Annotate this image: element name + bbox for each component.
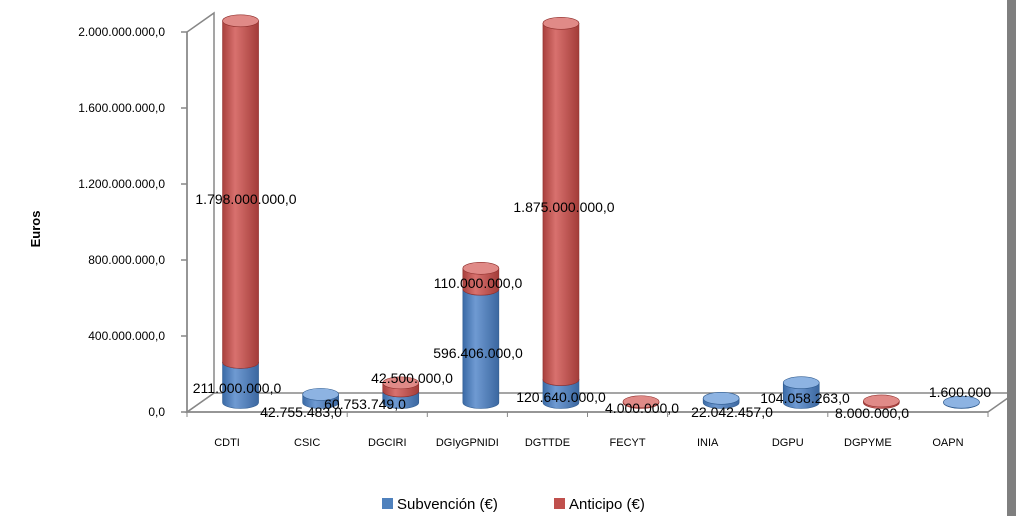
x-axis: CDTI CSIC DGCIRI DGIyGPNIDI DGTTDE FECYT INIA D… (186, 411, 989, 449)
data-label: 1.798.000.000,0 (195, 191, 296, 207)
data-label: 4.000.000,0 (605, 400, 679, 416)
bar-segment (782, 376, 820, 409)
bar-body (542, 23, 580, 386)
x-tick-label: DGPU (772, 437, 804, 449)
data-labels: 211.000.000,0 1.798.000.000,0 42.755.483,0… (193, 191, 992, 421)
data-label: 22.042.457,0 (691, 404, 773, 420)
bar-body (222, 362, 259, 409)
bar-segment (943, 395, 980, 409)
y-tick-label: 400.000.000,0 (88, 329, 165, 343)
bar-top (782, 376, 820, 390)
bar-top (702, 392, 740, 405)
bar-top (302, 388, 339, 401)
data-label: 120.640.000,0 (516, 389, 606, 405)
bar-segment (622, 395, 660, 409)
legend-item: Anticipo (€) (554, 496, 645, 513)
bar-top (622, 395, 660, 409)
data-label: 1.875.000.000,0 (513, 199, 614, 215)
x-tick-label: DGIyGPNIDI (436, 437, 499, 449)
bar-top (382, 376, 420, 390)
x-tick-label: INIA (697, 437, 719, 449)
right-border (1007, 0, 1016, 516)
legend-item: Subvención (€) (382, 496, 498, 513)
legend-label: Anticipo (€) (569, 496, 645, 513)
x-tick-label: DGTTDE (525, 437, 570, 449)
bar-body (542, 379, 580, 409)
data-label: 1.600.000 (929, 384, 991, 400)
bar-top (863, 394, 900, 408)
bar-body (222, 20, 259, 369)
bar-top (943, 395, 980, 409)
x-tick-label: DGPYME (844, 437, 892, 449)
data-label: 8.000.000,0 (835, 405, 909, 421)
y-tick-label: 800.000.000,0 (88, 253, 165, 267)
bar-segment (542, 17, 580, 386)
data-label: 110.000.000,0 (434, 275, 523, 291)
y-axis-title: Euros (28, 211, 43, 248)
y-tick-label: 0,0 (148, 405, 165, 419)
legend-swatch (554, 498, 565, 509)
bar-segment (863, 394, 900, 409)
y-tick-label: 2.000.000.000,0 (78, 25, 165, 39)
x-tick-label: DGCIRI (368, 437, 407, 449)
y-tick-label: 1.200.000.000,0 (78, 177, 165, 191)
bar-body (782, 382, 820, 409)
data-label: 42.500.000,0 (371, 370, 453, 386)
side-wall (186, 11, 215, 414)
bar-segment (702, 392, 740, 409)
x-tick-label: OAPN (932, 437, 963, 449)
y-tick-label: 1.600.000.000,0 (78, 101, 165, 115)
x-tick-label: CDTI (214, 437, 240, 449)
legend: Subvención (€) Anticipo (€) (382, 496, 645, 513)
bar-top (462, 261, 500, 275)
y-axis: 0,0 400.000.000,0 800.000.000,0 1.200.000.0… (78, 25, 188, 419)
data-label: 211.000.000,0 (193, 380, 282, 396)
bar-segment (382, 376, 420, 398)
bar-top (542, 17, 580, 30)
bar-top (222, 14, 259, 28)
legend-swatch (382, 498, 393, 509)
bars (222, 14, 980, 409)
data-label: 104.058.263,0 (760, 390, 850, 406)
bar-segment (302, 388, 339, 409)
x-tick-label: CSIC (294, 437, 320, 449)
bar-body (462, 267, 500, 296)
data-label: 60.753.749,0 (324, 396, 406, 412)
x-tick-label: FECYT (610, 437, 646, 449)
data-label: 596.406.000,0 (433, 345, 523, 361)
data-label: 42.755.483,0 (260, 404, 342, 420)
legend-label: Subvención (€) (397, 496, 498, 513)
bar-body (462, 288, 500, 409)
bar-segment (462, 261, 500, 296)
bar-segment (222, 14, 259, 369)
